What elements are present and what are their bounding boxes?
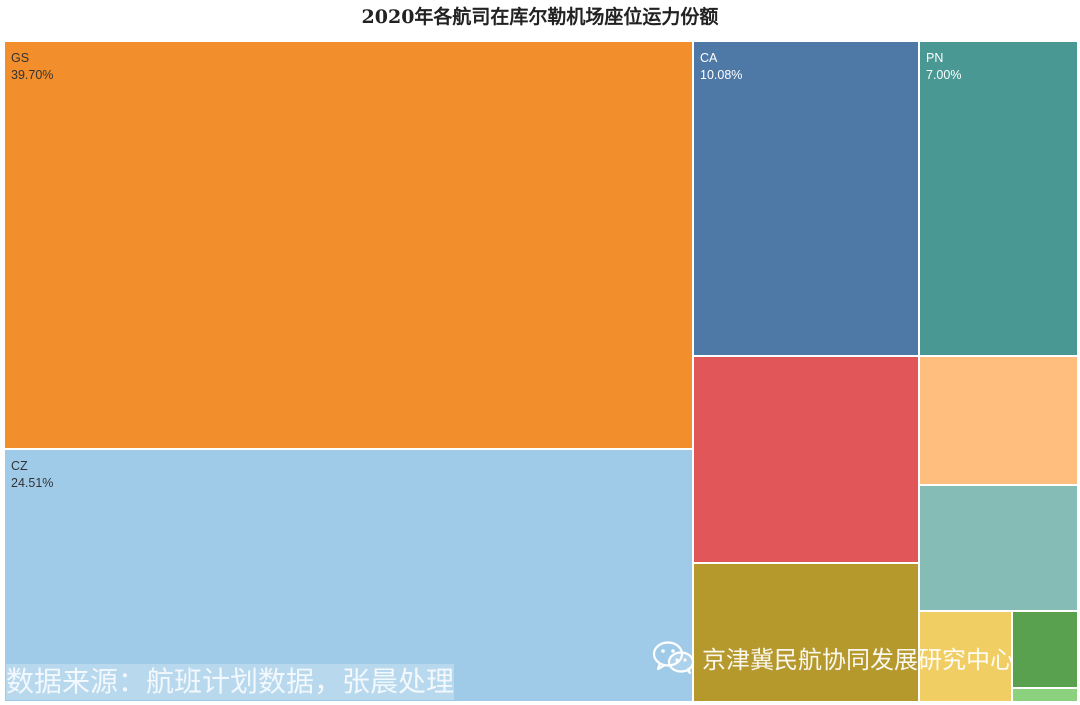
treemap-tile-7 <box>919 485 1078 611</box>
watermark-text: 京津冀民航协同发展研究中心 <box>702 645 1014 674</box>
tile-name: GS <box>11 51 30 65</box>
treemap-tile-5 <box>693 563 919 702</box>
treemap-tile-cz: CZ 24.51% <box>4 449 693 702</box>
chart-title: 2020年各航司在库尔勒机场座位运力份额 <box>361 6 719 28</box>
treemap-tile-6 <box>919 356 1078 485</box>
treemap-tile-4 <box>693 356 919 563</box>
watermark: 京津冀民航协同发展研究中心 <box>652 638 1014 676</box>
treemap-tile-pn: PN 7.00% <box>919 41 1078 356</box>
tile-value: 24.51% <box>11 476 54 490</box>
treemap-tile-8 <box>919 611 1012 702</box>
source-note: 数据来源：航班计划数据，张晨处理 <box>6 664 455 700</box>
tile-label: GS 39.70% <box>11 50 53 84</box>
treemap-tile-gs: GS 39.70% <box>4 41 693 449</box>
treemap-chart: GS 39.70% CZ 24.51% CA 10.08% PN 7.00% <box>4 41 1078 702</box>
treemap-tile-9 <box>1012 611 1078 688</box>
treemap-tile-ca: CA 10.08% <box>693 41 919 356</box>
tile-name: PN <box>926 51 944 65</box>
tile-name: CA <box>700 51 718 65</box>
tile-value: 39.70% <box>11 68 54 82</box>
tile-label: CA 10.08% <box>700 50 742 84</box>
tile-name: CZ <box>11 459 28 473</box>
tile-value: 7.00% <box>926 68 962 82</box>
tile-value: 10.08% <box>700 68 743 82</box>
treemap-tile-10 <box>1012 688 1078 702</box>
wechat-icon <box>652 641 695 674</box>
tile-label: CZ 24.51% <box>11 458 53 492</box>
tile-label: PN 7.00% <box>926 50 961 84</box>
